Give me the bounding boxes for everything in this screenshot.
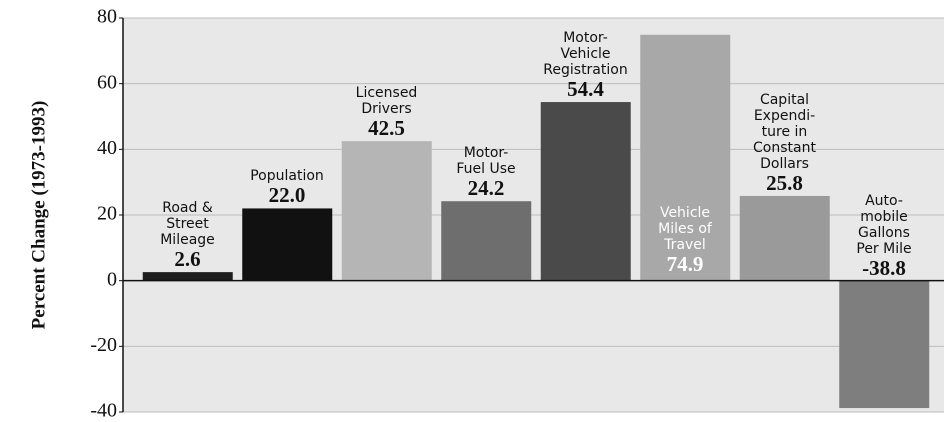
y-axis-label: Percent Change (1973-1993) bbox=[28, 101, 49, 330]
bar-label: Motor- Fuel Use 24.2 bbox=[437, 145, 536, 199]
y-tick-label: -40 bbox=[90, 400, 117, 422]
value-label: 24.2 bbox=[467, 176, 505, 201]
category-label: Vehicle Miles of Travel bbox=[658, 204, 712, 253]
bar-label: Population 22.0 bbox=[238, 168, 337, 206]
bar-label: Motor- Vehicle Registration 54.4 bbox=[536, 30, 635, 100]
bar-label: Licensed Drivers 42.5 bbox=[337, 85, 436, 139]
bar bbox=[640, 34, 731, 281]
y-tick-label: -20 bbox=[90, 334, 117, 356]
value-label: 22.0 bbox=[268, 183, 306, 208]
y-tick-label: 60 bbox=[97, 71, 117, 93]
category-label: Licensed Drivers bbox=[355, 85, 418, 118]
category-label: Motor- Vehicle Registration bbox=[543, 30, 628, 79]
bar bbox=[242, 208, 333, 281]
category-label: Capital Expendi- ture in Constant Dollar… bbox=[753, 91, 816, 172]
value-label: 25.8 bbox=[766, 170, 803, 195]
bar-label: Auto- mobile Gallons Per Mile -38.8 bbox=[835, 193, 934, 279]
category-label: Motor- Fuel Use bbox=[456, 145, 516, 178]
value-label: -38.8 bbox=[862, 255, 906, 280]
category-label: Road & Street Mileage bbox=[160, 200, 215, 249]
bar bbox=[341, 141, 432, 281]
bar-label: Road & Street Mileage 2.6 bbox=[138, 200, 237, 270]
bar-label: Vehicle Miles of Travel 74.9 bbox=[636, 205, 735, 275]
bar bbox=[142, 272, 233, 281]
bar-label: Capital Expendi- ture in Constant Dollar… bbox=[735, 92, 834, 194]
bar bbox=[739, 195, 830, 281]
y-tick-label: 20 bbox=[97, 203, 117, 225]
bar bbox=[540, 102, 631, 281]
value-label: 2.6 bbox=[174, 247, 201, 272]
bar bbox=[441, 201, 532, 281]
value-label: 42.5 bbox=[368, 116, 405, 141]
value-label: 54.4 bbox=[567, 77, 604, 102]
y-tick-label: 0 bbox=[107, 268, 117, 290]
y-tick-label: 40 bbox=[97, 137, 117, 159]
category-label: Population bbox=[250, 168, 324, 185]
value-label: 74.9 bbox=[666, 251, 704, 276]
category-label: Auto- mobile Gallons Per Mile bbox=[856, 192, 912, 257]
y-tick-label: 80 bbox=[97, 6, 117, 28]
bar bbox=[839, 280, 930, 409]
